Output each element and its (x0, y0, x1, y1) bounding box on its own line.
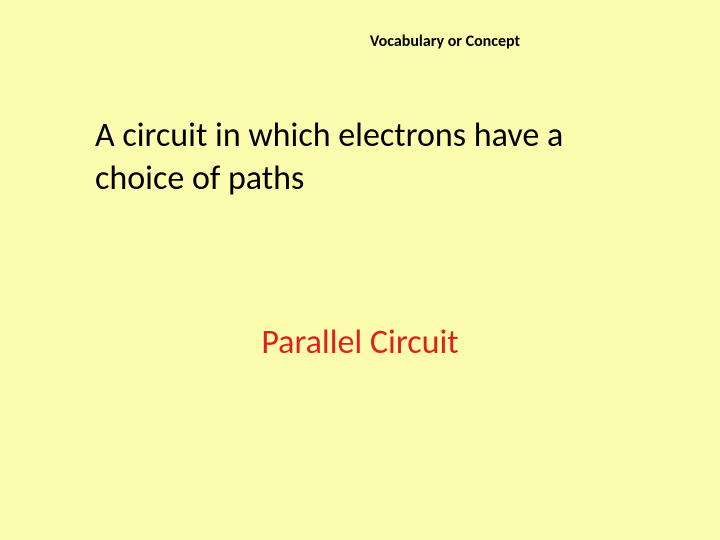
answer-text: Parallel Circuit (0, 322, 720, 363)
slide-header: Vocabulary or Concept (0, 32, 720, 51)
definition-text: A circuit in which electrons have a choi… (95, 115, 655, 200)
